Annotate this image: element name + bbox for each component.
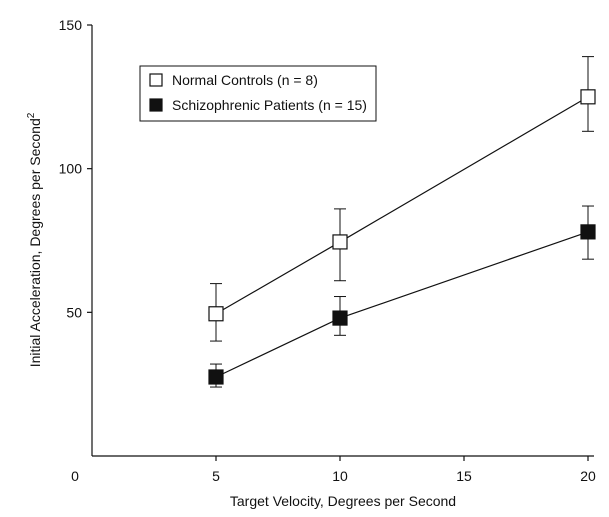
y-ticks: 50 100 150 [59, 17, 92, 320]
y-axis-title: Initial Acceleration, Degrees per Second… [26, 112, 43, 367]
x-tick-label: 15 [456, 468, 472, 484]
x-tick-label: 10 [332, 468, 348, 484]
y-axis-title-text: Initial Acceleration, Degrees per Second [27, 118, 43, 367]
legend: Normal Controls (n = 8) Schizophrenic Pa… [140, 66, 376, 121]
legend-label-normal-controls: Normal Controls (n = 8) [172, 72, 318, 88]
data-point [333, 311, 347, 325]
series-line [216, 232, 588, 377]
x-axis-title: Target Velocity, Degrees per Second [230, 493, 456, 509]
series-1 [209, 206, 595, 387]
data-point [209, 307, 223, 321]
x-tick-label: 0 [71, 468, 79, 484]
y-tick-label: 150 [59, 17, 83, 33]
data-point [333, 235, 347, 249]
data-point [581, 90, 595, 104]
y-tick-label: 50 [66, 304, 82, 320]
x-tick-label: 5 [212, 468, 220, 484]
data-point [581, 225, 595, 239]
data-point [209, 370, 223, 384]
legend-marker-schizophrenic-patients [150, 99, 162, 111]
series-line [216, 97, 588, 314]
legend-marker-normal-controls [150, 74, 162, 86]
legend-label-schizophrenic-patients: Schizophrenic Patients (n = 15) [172, 97, 367, 113]
x-ticks: 0 5 10 15 20 [71, 456, 596, 484]
y-axis-title-superscript: 2 [26, 112, 37, 118]
x-tick-label: 20 [580, 468, 596, 484]
y-tick-label: 100 [59, 161, 83, 177]
